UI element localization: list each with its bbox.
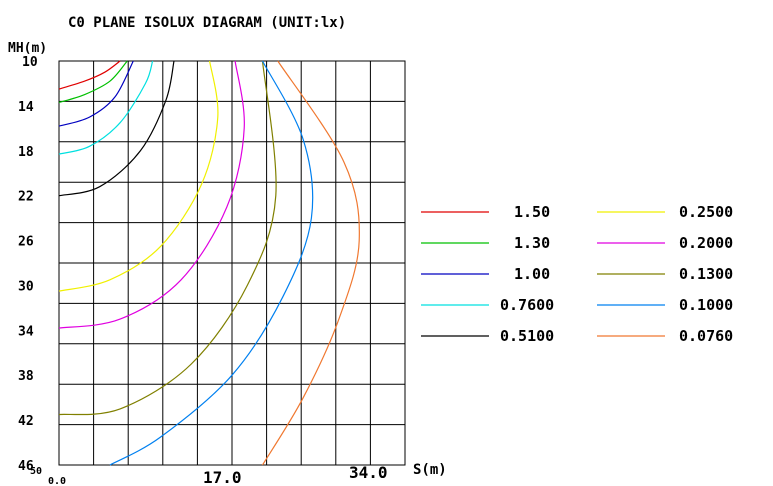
- y-tick-label: 42: [18, 414, 34, 429]
- y-tick-label: 10: [22, 55, 38, 70]
- isolux-curve-0.1300: [58, 60, 277, 416]
- legend-entry: 1.50: [421, 203, 550, 221]
- legend-entry: 0.1000: [597, 296, 733, 314]
- legend-label: 0.2500: [679, 203, 733, 221]
- isolux-curve-0.2500: [58, 60, 219, 292]
- legend-entry: 0.2000: [597, 234, 733, 252]
- legend-label: 0.1300: [679, 265, 733, 283]
- legend-label: 1.50: [514, 203, 550, 221]
- isolux-curve-1.00: [58, 60, 134, 127]
- y-tick-label: 46: [18, 459, 34, 474]
- isolux-curve-0.7600: [58, 60, 154, 155]
- x-axis-label: S(m): [413, 462, 447, 478]
- y-tick-label: 22: [18, 190, 34, 205]
- legend-entry: 0.0760: [597, 327, 733, 345]
- legend: 1.50 1.30 1.00 0.7600 0.5100 0.2500 0.2000 0.13…: [421, 203, 733, 345]
- legend-label: 1.00: [514, 265, 550, 283]
- x-tick-label: 17.0: [203, 468, 242, 486]
- x-tick-label: 34.0: [349, 463, 388, 482]
- legend-entry: 0.7600: [421, 296, 554, 314]
- y-tick-label: 18: [18, 145, 34, 160]
- plot-grid: [58, 60, 406, 466]
- isolux-curve-0.1000: [109, 60, 314, 466]
- y-tick-label: 34: [18, 324, 34, 339]
- legend-entry: 1.00: [421, 265, 550, 283]
- isolux-curve-0.5100: [58, 60, 175, 197]
- y-tick-label: 14: [18, 100, 34, 115]
- legend-entry: 0.1300: [597, 265, 733, 283]
- legend-label: 0.1000: [679, 296, 733, 314]
- isolux-curve-0.0760: [261, 60, 360, 466]
- y-tick-label: 38: [18, 369, 34, 384]
- x-tick-labels: 0.0 17.0 34.0: [48, 463, 388, 486]
- y-axis-label: MH(m): [8, 41, 47, 56]
- isolux-curve-1.30: [58, 60, 128, 104]
- legend-entry: 1.30: [421, 234, 550, 252]
- isolux-curve-0.2000: [58, 60, 245, 329]
- legend-label: 0.5100: [500, 327, 554, 345]
- x-tick-label: 0.0: [48, 476, 66, 486]
- y-tick-label: 30: [18, 279, 34, 294]
- isolux-curves: [58, 60, 360, 466]
- legend-label: 1.30: [514, 234, 550, 252]
- legend-label: 0.2000: [679, 234, 733, 252]
- chart-title: C0 PLANE ISOLUX DIAGRAM (UNIT:lx): [68, 15, 346, 31]
- legend-label: 0.0760: [679, 327, 733, 345]
- legend-entry: 0.5100: [421, 327, 554, 345]
- legend-label: 0.7600: [500, 296, 554, 314]
- legend-entry: 0.2500: [597, 203, 733, 221]
- isolux-curve-1.50: [58, 60, 121, 90]
- y-tick-label-extra: 50: [30, 466, 42, 477]
- y-tick-label: 26: [18, 235, 34, 250]
